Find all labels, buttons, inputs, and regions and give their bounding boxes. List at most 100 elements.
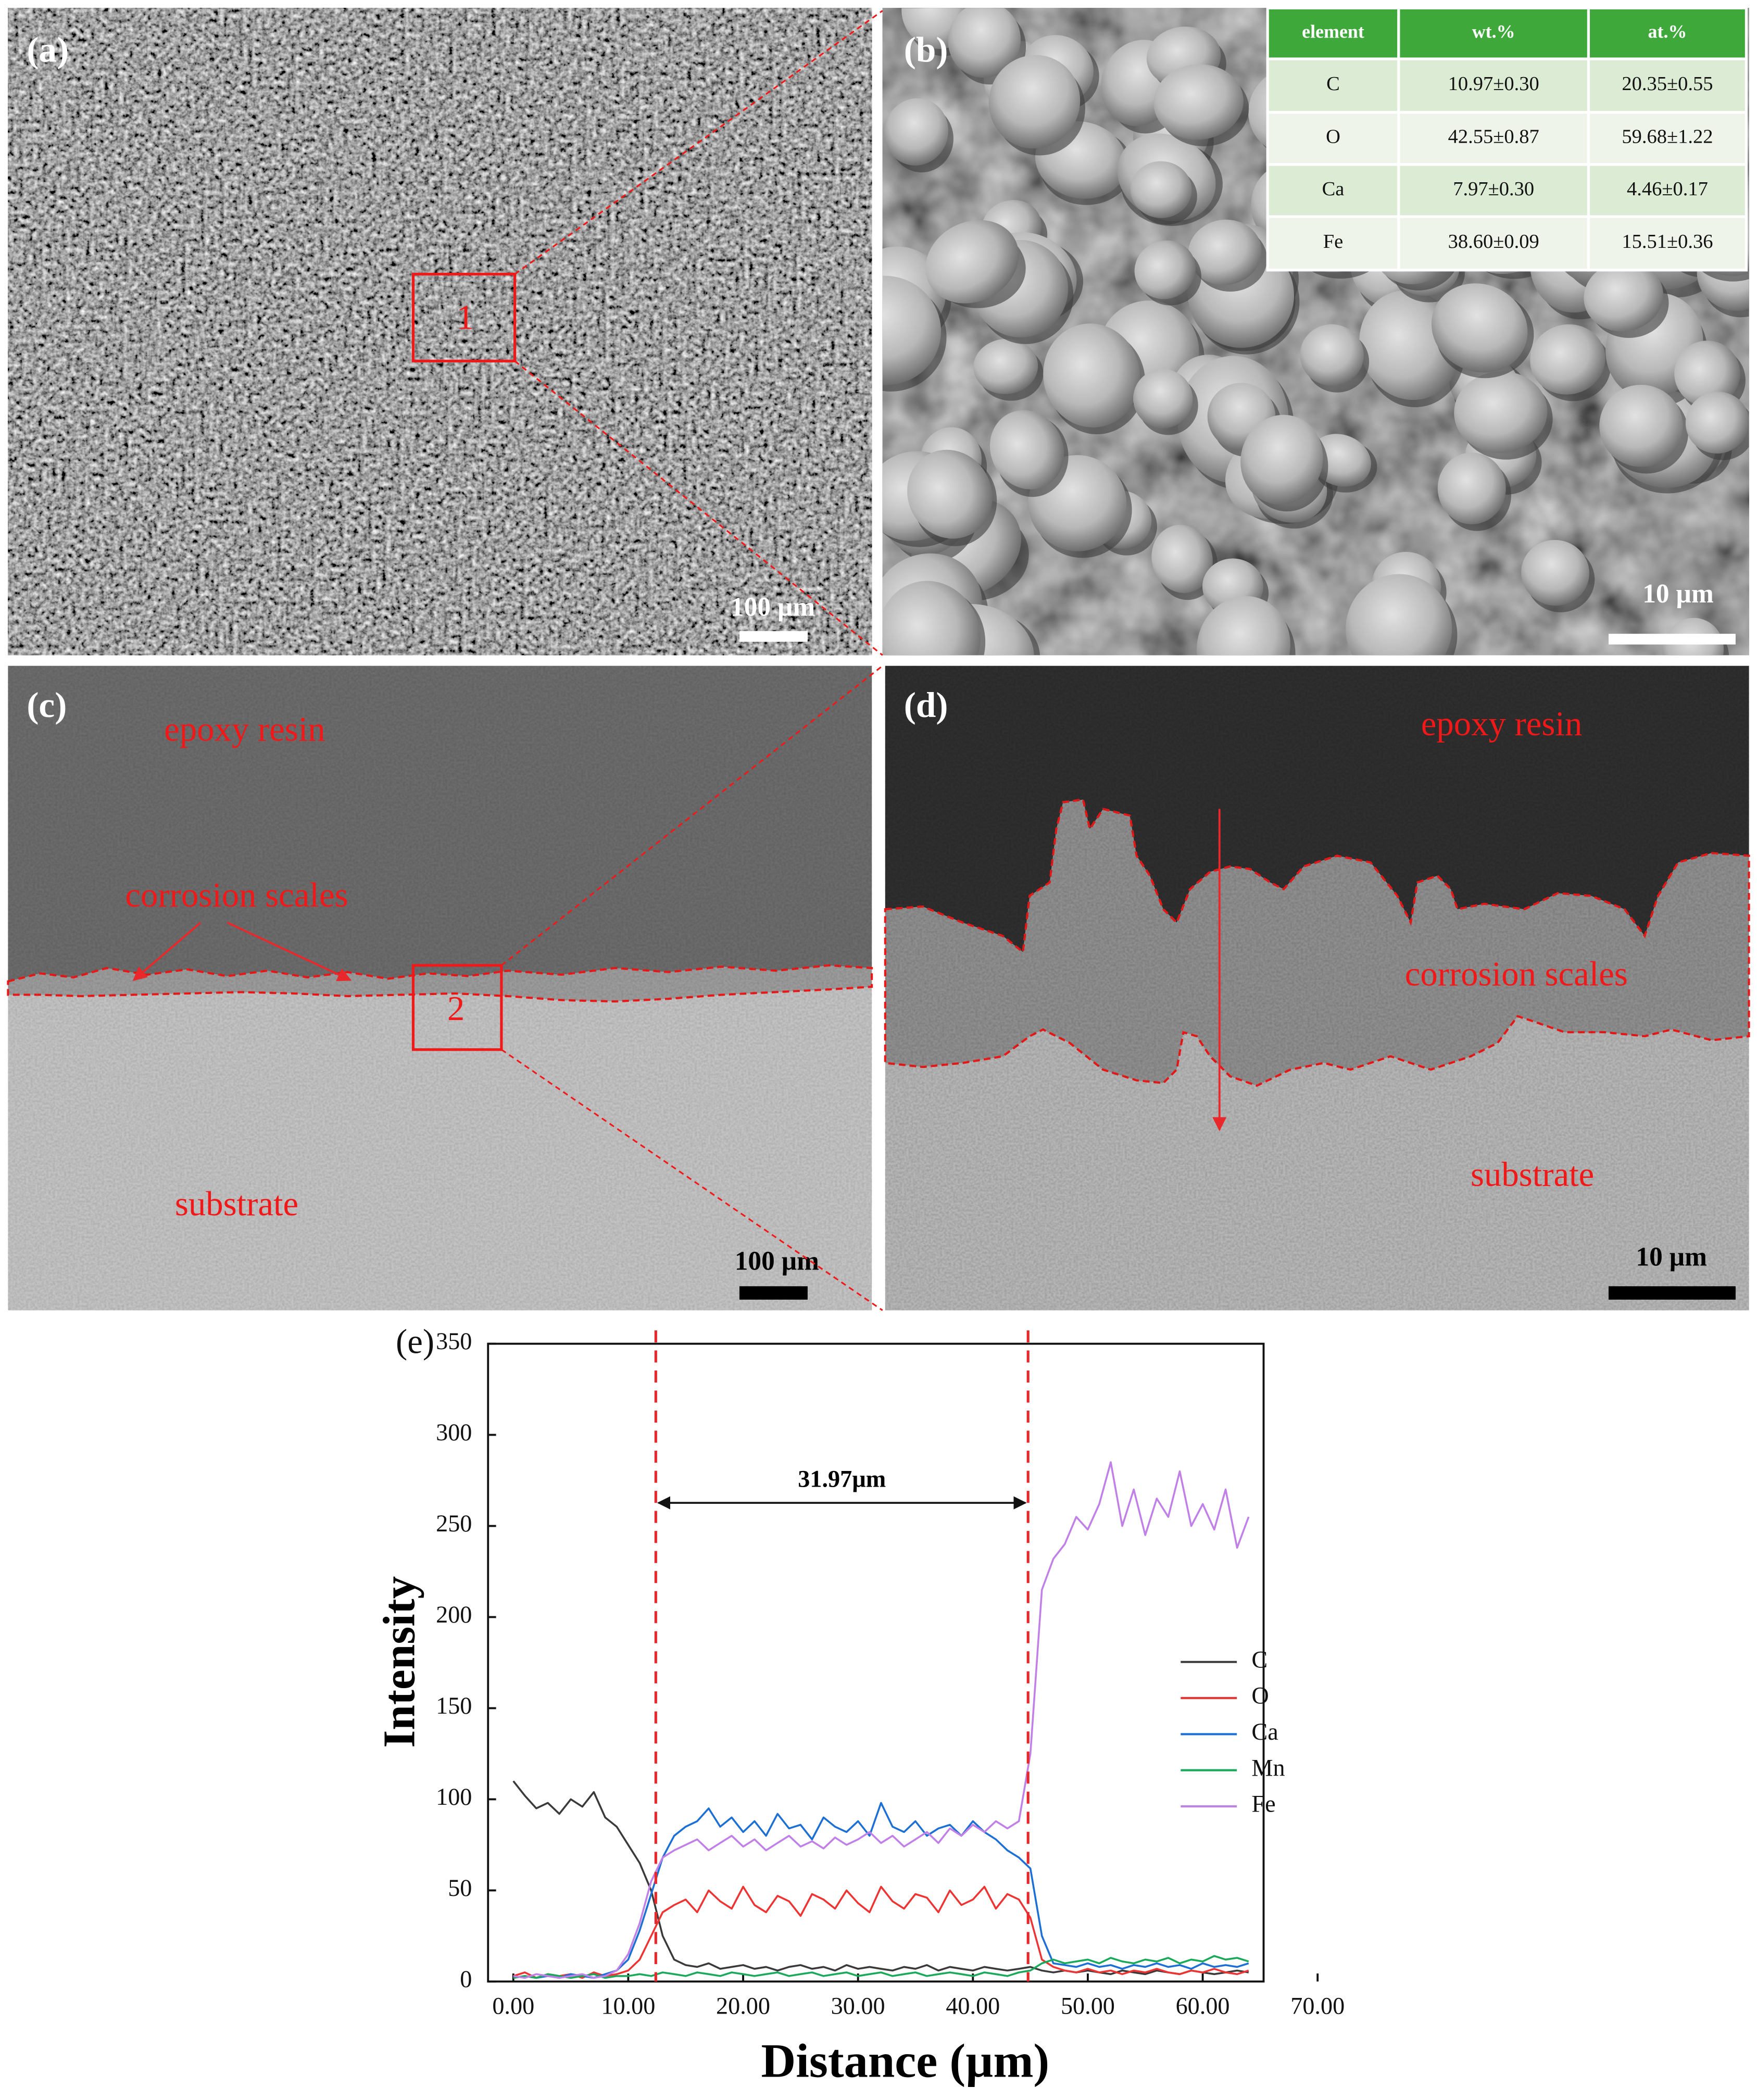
- texture: [885, 665, 1749, 1311]
- particle: [1153, 64, 1244, 140]
- cell-text: 7.97±0.30: [1453, 178, 1534, 200]
- y-tick-label: 0: [460, 1966, 472, 1992]
- cell: [1587, 111, 1748, 166]
- particle: [948, 8, 1021, 78]
- x-tick-label: 10.00: [601, 1992, 655, 2019]
- x-tick-label: 40.00: [946, 1992, 1000, 2019]
- y-tick-label: 300: [436, 1419, 472, 1445]
- cell: [1587, 57, 1748, 114]
- scale-bar: [1608, 634, 1736, 645]
- particle: [1240, 414, 1323, 505]
- cell-text: Fe: [1323, 231, 1344, 253]
- panel-label: (b): [904, 30, 948, 70]
- region-label: epoxy resin: [164, 711, 325, 749]
- sem-texture: [8, 8, 872, 656]
- series-line: [513, 1461, 1250, 1979]
- cell-text: 59.68±1.22: [1622, 126, 1713, 148]
- particle: [1530, 324, 1605, 395]
- series-line: [513, 1802, 1249, 1979]
- header-text: at.%: [1648, 21, 1687, 42]
- cell-text: 4.46±0.17: [1627, 178, 1708, 200]
- zoom-line: [501, 1049, 883, 1311]
- particle: [907, 449, 993, 539]
- particle: [1454, 371, 1548, 453]
- particle: [1437, 452, 1506, 524]
- particle: [1130, 161, 1192, 218]
- plot-frame: [487, 1342, 1265, 1983]
- region-label: substrate: [1471, 1156, 1594, 1194]
- cell: [1587, 163, 1748, 218]
- particle: [1431, 283, 1528, 373]
- legend-label: Ca: [1251, 1718, 1278, 1745]
- particle: [1521, 539, 1589, 606]
- zoom-line: [514, 10, 883, 275]
- particle: [882, 275, 942, 385]
- cell: [1397, 111, 1590, 166]
- particle: [990, 410, 1064, 489]
- particle: [882, 581, 981, 656]
- cell: [1266, 215, 1400, 272]
- panel-b: (b) 10 µm element wt.% at.% C 10.97±0.30 20.3…: [882, 6, 1749, 656]
- cell: [1587, 215, 1748, 272]
- particle: [1151, 524, 1213, 593]
- particle: [925, 220, 1019, 304]
- region-label: epoxy resin: [1421, 705, 1583, 743]
- particle: [988, 55, 1081, 149]
- line-chart: (e) Distance (µm) Intensity 0 50 100 150 200…: [373, 1323, 1345, 2088]
- particle: [1599, 384, 1683, 467]
- cell-text: 38.60±0.09: [1448, 231, 1539, 253]
- panel-label: (c): [27, 685, 67, 725]
- composition-table: element wt.% at.% C 10.97±0.30 20.35±0.55 O 42.…: [1266, 6, 1748, 272]
- particle: [1685, 392, 1749, 454]
- particle: [1134, 240, 1196, 299]
- series-line: [512, 1780, 1249, 1976]
- legend-label: Fe: [1251, 1791, 1275, 1817]
- cell-text: O: [1326, 126, 1340, 148]
- region-label: corrosion scales: [1405, 955, 1628, 993]
- particle: [1300, 324, 1364, 386]
- x-tick-label: 30.00: [831, 1992, 885, 2019]
- cell-text: 10.97±0.30: [1448, 73, 1539, 95]
- zoom-box: [411, 964, 503, 1051]
- y-axis-title: Intensity: [373, 1576, 424, 1748]
- legend-label: Mn: [1251, 1754, 1285, 1781]
- scale-bar-label: 10 µm: [1636, 1242, 1707, 1272]
- series-line: [513, 1885, 1249, 1979]
- header-cell: [1587, 6, 1748, 60]
- y-tick-label: 200: [436, 1601, 472, 1628]
- particle: [1043, 323, 1140, 427]
- cell-text: 42.55±0.87: [1448, 126, 1539, 148]
- y-tick-label: 100: [436, 1783, 472, 1810]
- scale-bar-label: 100 µm: [735, 1246, 819, 1276]
- cell-text: Ca: [1322, 178, 1345, 200]
- arrow: [132, 922, 202, 981]
- cell-text: 20.35±0.55: [1622, 73, 1713, 95]
- legend-label: C: [1251, 1646, 1267, 1673]
- y-tick-label: 50: [448, 1875, 472, 1901]
- scale-bar-label: 10 µm: [1642, 579, 1714, 609]
- zoom-line: [500, 665, 883, 966]
- scale-bar: [739, 631, 808, 642]
- panel-c: 2 (c) epoxy resin corrosion scales subst…: [7, 665, 873, 1311]
- y-tick-label: 150: [436, 1692, 472, 1719]
- panel-label: (e): [396, 1323, 434, 1361]
- particle: [884, 98, 949, 166]
- cell: [1397, 215, 1590, 272]
- arrow: [227, 922, 352, 982]
- x-tick-label: 60.00: [1176, 1992, 1230, 2019]
- x-tick-label: 0.00: [492, 1992, 534, 2019]
- x-axis-title: Distance (µm): [761, 2034, 1049, 2087]
- y-tick-label: 250: [436, 1510, 472, 1537]
- scale-bar: [1608, 1286, 1736, 1300]
- header-cell: [1266, 6, 1400, 60]
- x-tick-label: 20.00: [716, 1992, 770, 2019]
- particle: [1346, 574, 1452, 656]
- region-label: substrate: [175, 1185, 298, 1223]
- region-label: corrosion scales: [125, 876, 348, 914]
- zoom-box: [411, 272, 517, 362]
- x-tick-label: 70.00: [1290, 1992, 1345, 2019]
- cell: [1266, 163, 1400, 218]
- header-text: wt.%: [1472, 21, 1515, 42]
